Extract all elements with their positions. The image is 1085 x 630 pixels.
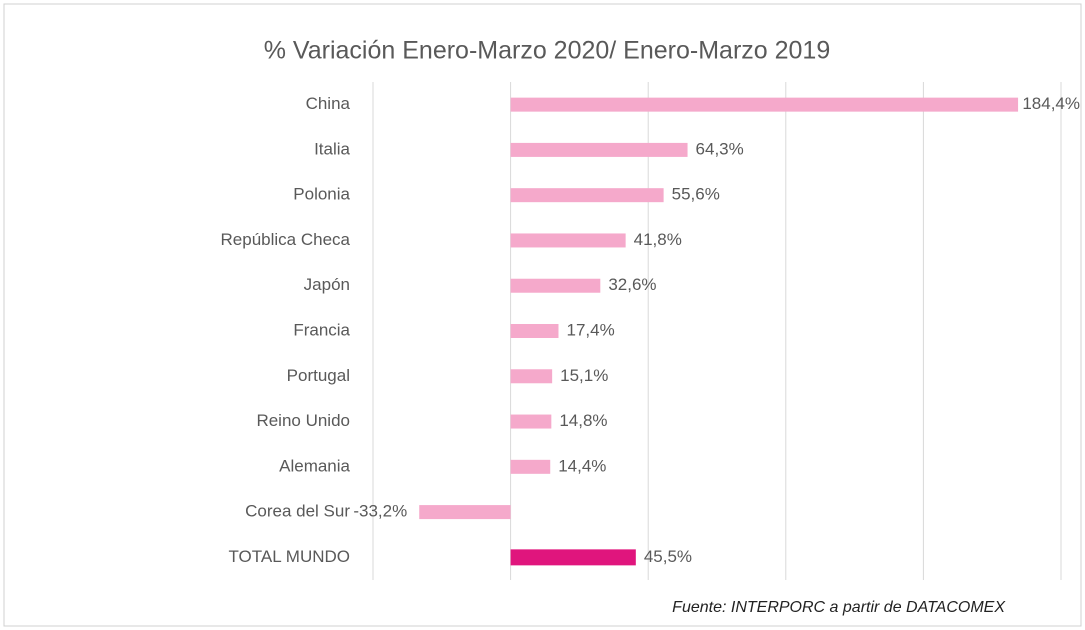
data-label: 184,4% bbox=[1022, 94, 1080, 113]
y-tick-label: Portugal bbox=[287, 366, 350, 385]
bar bbox=[510, 549, 636, 566]
bar bbox=[510, 233, 626, 248]
bar bbox=[510, 414, 552, 429]
y-tick-label: Alemania bbox=[279, 456, 350, 475]
y-tick-label: TOTAL MUNDO bbox=[228, 547, 350, 566]
data-label: 17,4% bbox=[566, 320, 614, 339]
bar bbox=[419, 505, 511, 520]
data-label: 64,3% bbox=[696, 139, 744, 158]
bar bbox=[510, 324, 559, 338]
y-tick-label: China bbox=[306, 94, 351, 113]
data-label: 14,8% bbox=[559, 411, 607, 430]
bar bbox=[510, 97, 1019, 112]
data-label: 45,5% bbox=[644, 547, 692, 566]
chart-frame bbox=[3, 3, 1082, 627]
data-label: -33,2% bbox=[353, 502, 407, 521]
data-label: 41,8% bbox=[634, 230, 682, 249]
bar bbox=[510, 142, 688, 157]
y-tick-label: Japón bbox=[304, 275, 350, 294]
y-tick-label: Francia bbox=[293, 320, 350, 339]
y-tick-label: Corea del Sur bbox=[245, 502, 350, 521]
bar bbox=[510, 459, 551, 474]
data-label: 15,1% bbox=[560, 366, 608, 385]
data-label: 55,6% bbox=[672, 185, 720, 204]
data-label: 14,4% bbox=[558, 456, 606, 475]
bar bbox=[510, 188, 664, 203]
bar bbox=[510, 278, 601, 293]
chart-title: % Variación Enero-Marzo 2020/ Enero-Marz… bbox=[264, 37, 831, 65]
source-note: Fuente: INTERPORC a partir de DATACOMEX bbox=[672, 599, 1006, 616]
data-label: 32,6% bbox=[608, 275, 656, 294]
y-tick-label: Reino Unido bbox=[256, 411, 350, 430]
bar bbox=[510, 369, 553, 384]
y-tick-label: República Checa bbox=[221, 230, 351, 249]
y-tick-label: Polonia bbox=[293, 185, 350, 204]
y-tick-label: Italia bbox=[314, 139, 350, 158]
